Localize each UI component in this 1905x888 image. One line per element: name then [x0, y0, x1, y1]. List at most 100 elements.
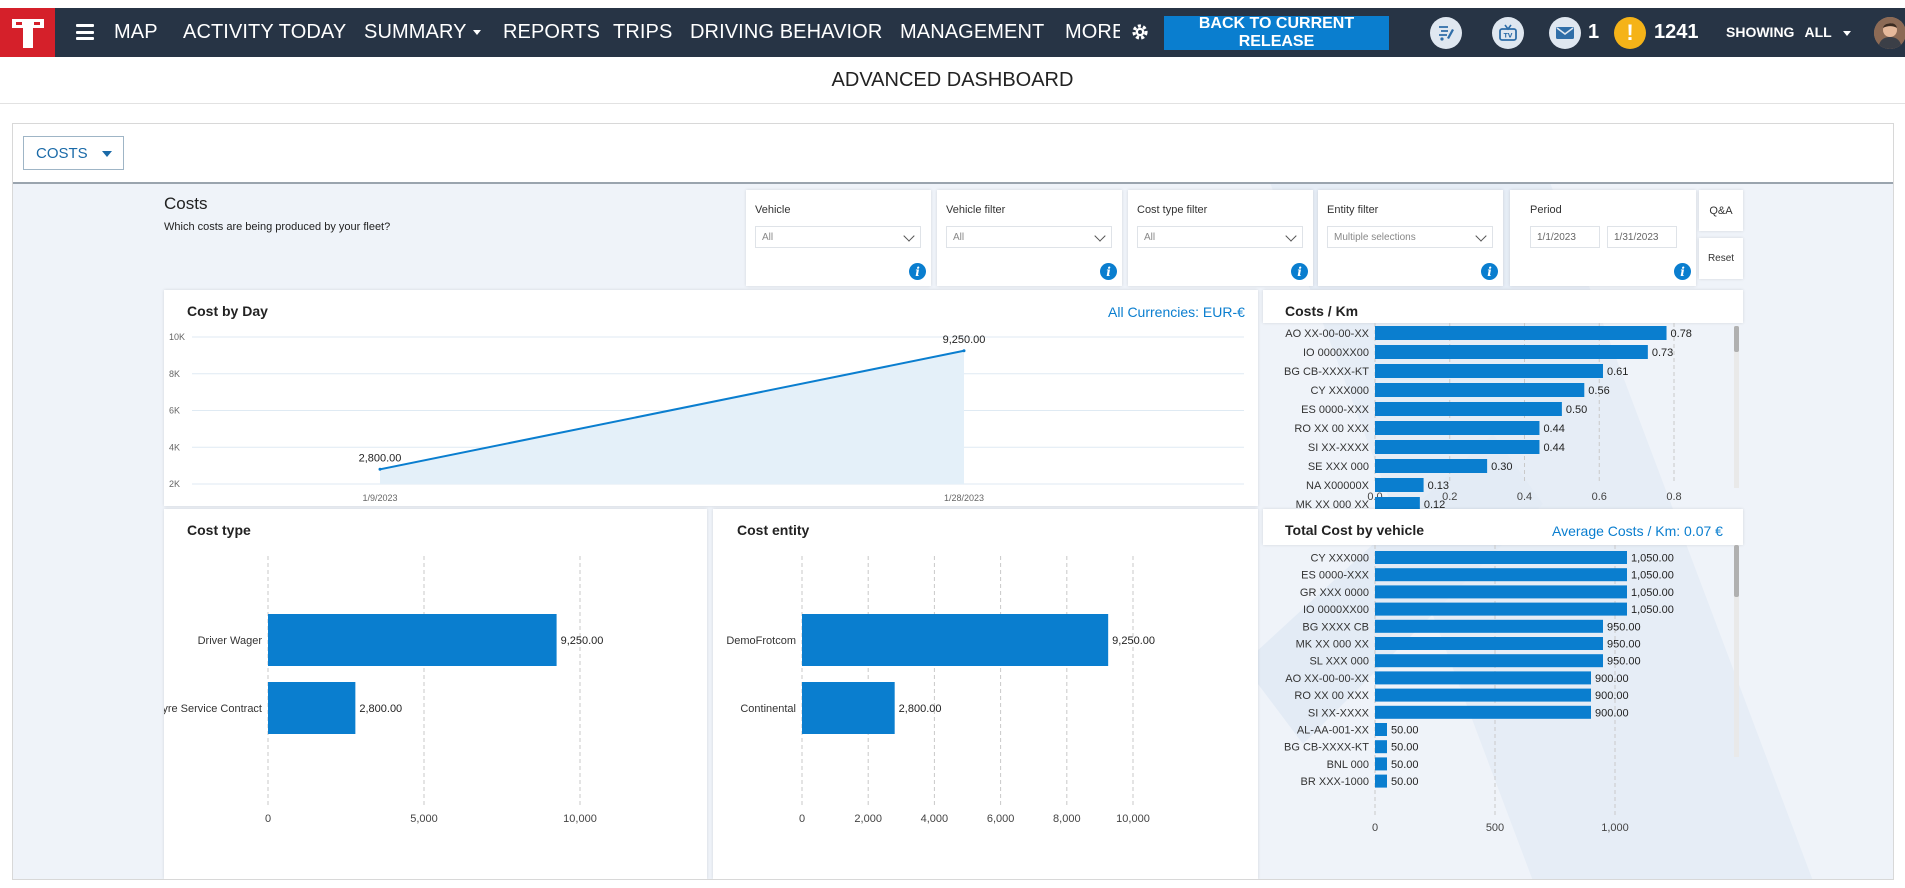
info-icon[interactable]: i — [1674, 263, 1691, 280]
info-icon[interactable]: i — [1291, 263, 1308, 280]
tv-icon[interactable]: TV — [1492, 17, 1524, 49]
total-cost-chart: 0 500 1,000 CY XXX000 1,050.00 ES 0000-XXX 1,0… — [1284, 545, 1674, 834]
bar — [1375, 637, 1603, 650]
nav-item-activity-today[interactable]: ACTIVITY TODAY — [183, 21, 347, 43]
category-label: BG CB-XXXX-KT — [1284, 742, 1369, 754]
nav-item-driving-behavior[interactable]: DRIVING BEHAVIOR — [690, 21, 883, 43]
bar — [1375, 585, 1627, 599]
category-label: AO XX-00-00-XX — [1285, 328, 1369, 340]
cost-by-day-title: Cost by Day — [187, 303, 268, 319]
x-tick-label: 4,000 — [921, 813, 949, 825]
total-cost-scrollbar[interactable] — [1734, 545, 1739, 757]
nav-item-more[interactable]: MORE — [1065, 21, 1120, 43]
data-label: 0.78 — [1671, 328, 1692, 340]
route-icon[interactable] — [1430, 17, 1462, 49]
cost-type-filter-label: Cost type filter — [1137, 204, 1208, 216]
data-label: 950.00 — [1607, 656, 1641, 668]
cost-type-filter-card: Cost type filter All i — [1128, 190, 1313, 286]
alert-icon[interactable]: ! — [1614, 17, 1646, 49]
area-fill — [380, 350, 964, 484]
bar — [1375, 568, 1627, 582]
bar — [268, 682, 356, 734]
period-from-input[interactable]: 1/1/2023 — [1530, 226, 1600, 248]
bar — [1375, 688, 1591, 702]
back-to-current-release-button[interactable]: BACK TO CURRENT RELEASE — [1164, 15, 1389, 50]
period-filter-card: Period 1/1/2023 1/31/2023 i — [1510, 190, 1696, 286]
data-label: 2,800.00 — [899, 703, 942, 715]
cost-by-day-panel: Cost by Day All Currencies: EUR-€ 2K 4K 6K… — [164, 290, 1258, 506]
showing-label: SHOWING — [1726, 24, 1795, 40]
data-label: 9,250.00 — [561, 635, 604, 647]
cost-type-dropdown-value: All — [1144, 232, 1156, 243]
data-label: 950.00 — [1607, 639, 1641, 651]
bar — [1375, 602, 1627, 616]
data-point — [962, 349, 966, 353]
report-selector[interactable]: COSTS — [23, 136, 124, 170]
qa-button[interactable]: Q&A — [1699, 190, 1743, 231]
costs-km-title: Costs / Km — [1285, 303, 1359, 319]
avatar[interactable] — [1874, 17, 1905, 49]
chevron-down-icon — [903, 230, 915, 242]
chevron-down-icon — [1285, 230, 1297, 242]
total-cost-header: Total Cost by vehicle Average Costs / Km… — [1263, 509, 1743, 545]
category-label: IO 0000XX00 — [1303, 347, 1369, 359]
data-label: 50.00 — [1391, 776, 1419, 788]
entity-dropdown[interactable]: Multiple selections — [1327, 226, 1493, 248]
reset-button[interactable]: Reset — [1699, 238, 1743, 279]
costs-km-header: Costs / Km — [1263, 290, 1743, 323]
y-tick-label: 8K — [169, 369, 180, 379]
bar — [1375, 326, 1667, 340]
category-label: Continental — [740, 703, 796, 715]
bar — [1375, 440, 1540, 454]
vehicle-dropdown[interactable]: All — [755, 226, 921, 248]
entity-dropdown-value: Multiple selections — [1334, 232, 1416, 243]
bar — [1375, 459, 1488, 473]
brand-logo[interactable] — [0, 8, 55, 57]
x-tick-label: 0.6 — [1592, 491, 1607, 503]
info-icon[interactable]: i — [1481, 263, 1498, 280]
costs-km-scroll-thumb[interactable] — [1734, 326, 1739, 352]
chevron-down-icon — [472, 30, 481, 36]
x-tick-label: 500 — [1486, 822, 1504, 834]
mail-icon[interactable] — [1549, 17, 1581, 49]
nav-item-management[interactable]: MANAGEMENT — [900, 21, 1045, 43]
nav-item-summary[interactable]: SUMMARY — [364, 20, 481, 44]
chevron-down-icon — [1094, 230, 1106, 242]
x-tick-label: 1,000 — [1601, 822, 1629, 834]
y-tick-label: 6K — [169, 406, 180, 416]
entity-filter-label: Entity filter — [1327, 204, 1379, 216]
nav-item-trips[interactable]: TRIPS — [613, 21, 673, 43]
cost-type-chart: 0 5,000 10,000 Driver Wager 9,250.00 Tyre Ser… — [164, 556, 604, 825]
category-label: RO XX 00 XXX — [1294, 690, 1369, 702]
nav-item-reports[interactable]: REPORTS — [503, 21, 601, 43]
top-navbar: MAP ACTIVITY TODAY SUMMARY REPORTS TRIPS… — [0, 8, 1905, 57]
x-tick-label: 8,000 — [1053, 813, 1081, 825]
bar — [1375, 402, 1562, 416]
showing-filter[interactable]: SHOWING ALL — [1726, 24, 1852, 40]
title-divider — [0, 103, 1905, 104]
x-tick-label: 0 — [799, 813, 805, 825]
gear-icon[interactable] — [1131, 23, 1149, 41]
nav-item-map[interactable]: MAP — [114, 21, 158, 43]
cost-entity-panel: Cost entity 0 2,000 4,000 6,000 8,000 10,000 D… — [713, 509, 1258, 879]
info-icon[interactable]: i — [909, 263, 926, 280]
x-tick-label: 1/9/2023 — [362, 493, 397, 503]
vehicle-filter-dropdown[interactable]: All — [946, 226, 1112, 248]
data-label: 2,800.00 — [359, 452, 402, 464]
data-label: 9,250.00 — [1112, 635, 1155, 647]
cost-type-dropdown[interactable]: All — [1137, 226, 1303, 248]
vehicle-dropdown-value: All — [762, 232, 774, 243]
average-costs-link[interactable]: Average Costs / Km: 0.07 € — [1552, 523, 1723, 539]
costs-km-scrollbar[interactable] — [1734, 326, 1739, 488]
menu-icon[interactable] — [76, 24, 94, 40]
vehicle-filter-label: Vehicle — [755, 204, 791, 216]
total-cost-scroll-thumb[interactable] — [1734, 545, 1739, 597]
x-tick-label: 0 — [265, 813, 271, 825]
period-to-input[interactable]: 1/31/2023 — [1607, 226, 1677, 248]
currency-link[interactable]: All Currencies: EUR-€ — [1108, 304, 1245, 320]
entity-filter-card: Entity filter Multiple selections i — [1318, 190, 1503, 286]
cost-type-title: Cost type — [187, 522, 251, 538]
category-label: GR XXX 0000 — [1300, 587, 1369, 599]
info-icon[interactable]: i — [1100, 263, 1117, 280]
